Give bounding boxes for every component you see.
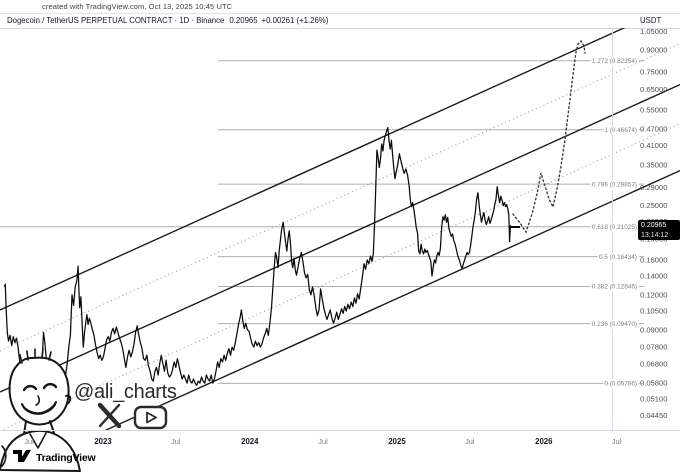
- svg-text:Jul: Jul: [171, 437, 181, 446]
- svg-text:0.06800: 0.06800: [640, 359, 667, 368]
- price-axis-currency-label: USDT: [640, 16, 662, 25]
- svg-text:0.5 (0.16434): 0.5 (0.16434): [599, 254, 637, 261]
- svg-text:0.16000: 0.16000: [640, 256, 667, 265]
- header-divider: [0, 13, 680, 14]
- svg-text:0.29000: 0.29000: [640, 183, 667, 192]
- svg-text:0.47000: 0.47000: [640, 125, 667, 134]
- svg-text:0.14000: 0.14000: [640, 272, 667, 281]
- last-price-tag[interactable]: 0.20965 13:14:12: [638, 220, 680, 240]
- svg-text:0.236 (0.09470): 0.236 (0.09470): [592, 321, 637, 328]
- svg-text:Jul: Jul: [465, 437, 475, 446]
- svg-text:0.10500: 0.10500: [640, 307, 667, 316]
- last-price-tag-value: 0.20965: [641, 222, 667, 229]
- tradingview-logo-text: TradingView: [36, 452, 96, 464]
- ascending-channel-lines[interactable]: [0, 3, 680, 472]
- svg-text:0.786 (0.29857): 0.786 (0.29857): [592, 181, 637, 188]
- svg-text:1.272 (0.82354): 1.272 (0.82354): [592, 58, 637, 65]
- svg-text:0.55000: 0.55000: [640, 105, 667, 114]
- watermark-handle: @ali_charts: [74, 381, 177, 403]
- fib-level-labels: 1.272 (0.82354) 1 (0.46674) 0.786 (0.29857…: [590, 57, 644, 389]
- svg-text:Jul: Jul: [318, 437, 328, 446]
- tradingview-logo[interactable]: TradingView: [13, 450, 97, 464]
- svg-text:1 (0.46674): 1 (0.46674): [604, 127, 637, 134]
- svg-text:1.05000: 1.05000: [640, 27, 667, 36]
- svg-text:Jul: Jul: [24, 437, 34, 446]
- svg-text:0 (0.05786): 0 (0.05786): [604, 381, 637, 388]
- svg-text:2023: 2023: [94, 437, 112, 446]
- svg-text:0.41000: 0.41000: [640, 141, 667, 150]
- price-change-value: +0.00261 (+1.26%): [261, 16, 329, 25]
- svg-text:0.65000: 0.65000: [640, 85, 667, 94]
- svg-text:0.382 (0.12846): 0.382 (0.12846): [592, 284, 637, 291]
- fib-retracement-lines[interactable]: [0, 60, 612, 384]
- pane-top-divider: [0, 28, 680, 29]
- svg-text:0.75000: 0.75000: [640, 68, 667, 77]
- svg-text:0.25000: 0.25000: [640, 201, 667, 210]
- svg-text:0.05100: 0.05100: [640, 394, 667, 403]
- svg-text:0.618 (0.21025): 0.618 (0.21025): [592, 224, 637, 231]
- svg-text:2026: 2026: [535, 437, 553, 446]
- attribution-text: created with TradingView.com, Oct 13, 20…: [42, 2, 233, 11]
- youtube-play-icon: [133, 405, 168, 430]
- projection-arrow[interactable]: [512, 39, 586, 234]
- symbol-title[interactable]: Dogecoin / TetherUS PERPETUAL CONTRACT ·…: [7, 16, 225, 25]
- svg-text:2025: 2025: [388, 437, 406, 446]
- svg-text:0.90000: 0.90000: [640, 46, 667, 55]
- svg-text:0.07800: 0.07800: [640, 343, 667, 352]
- svg-text:0.35000: 0.35000: [640, 160, 667, 169]
- x-logo-icon: [97, 402, 122, 429]
- svg-text:0.12000: 0.12000: [640, 290, 667, 299]
- axis-labels[interactable]: 1.05000 0.90000 0.75000 0.65000 0.55000 0.470…: [24, 27, 667, 446]
- price-line-series: [3, 126, 520, 386]
- svg-text:2024: 2024: [241, 437, 259, 446]
- svg-text:0.09000: 0.09000: [640, 325, 667, 334]
- last-price-value: 0.20965: [229, 16, 258, 25]
- svg-text:Jul: Jul: [612, 437, 622, 446]
- symbol-header: Dogecoin / TetherUS PERPETUAL CONTRACT ·…: [7, 16, 328, 25]
- svg-text:0.04450: 0.04450: [640, 411, 667, 420]
- svg-text:0.05800: 0.05800: [640, 379, 667, 388]
- bar-countdown: 13:14:12: [641, 231, 669, 239]
